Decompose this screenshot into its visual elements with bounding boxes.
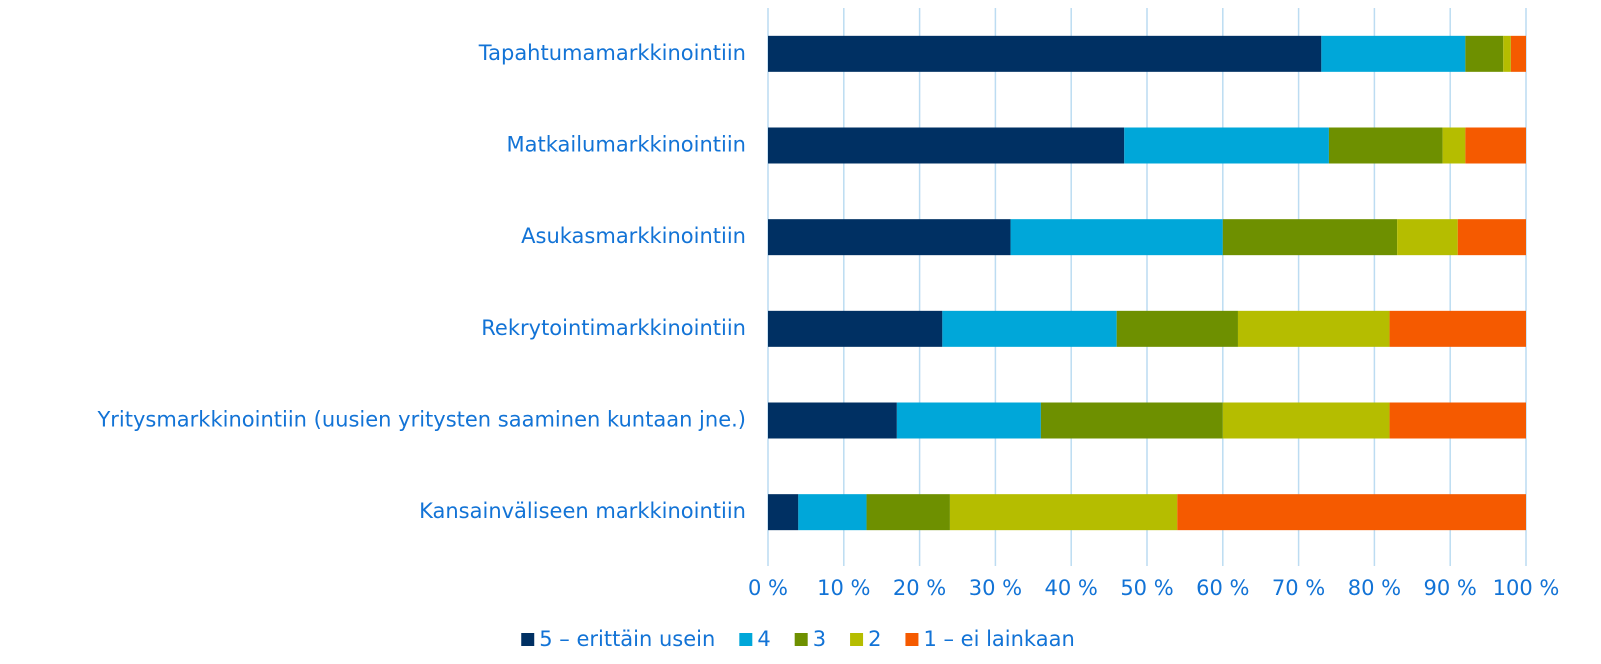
legend-swatch	[521, 633, 535, 646]
bar-segment	[1503, 35, 1511, 72]
x-tick-label: 0 %	[748, 576, 788, 600]
bar-segment	[1177, 494, 1526, 531]
bar-segment	[1222, 402, 1390, 439]
bar-segment	[768, 127, 1125, 164]
bar-segment	[1389, 310, 1526, 347]
bar-segment	[1010, 219, 1223, 256]
bar-segment	[1237, 310, 1390, 347]
bar-segment	[1457, 219, 1526, 256]
bar-segment	[768, 310, 943, 347]
bar-segment	[798, 494, 867, 531]
x-tick-label: 30 %	[969, 576, 1022, 600]
bar-segment	[1389, 402, 1526, 439]
x-tick-label: 60 %	[1196, 576, 1249, 600]
legend-swatch	[905, 633, 919, 646]
x-tick-label: 80 %	[1348, 576, 1401, 600]
bar-segment	[1321, 35, 1466, 72]
bar-segment	[768, 35, 1322, 72]
legend-swatch	[794, 633, 808, 646]
bar-segment	[768, 219, 1011, 256]
bar-segment	[768, 402, 897, 439]
legend-label: 1 – ei lainkaan	[923, 627, 1074, 651]
bar-segment	[1222, 219, 1398, 256]
bar-segment	[1442, 127, 1466, 164]
bar-segment	[866, 494, 950, 531]
x-tick-label: 100 %	[1493, 576, 1560, 600]
legend-swatch	[739, 633, 753, 646]
bar-segment	[1328, 127, 1443, 164]
legend-label: 5 – erittäin usein	[539, 627, 715, 651]
bar-segment	[1040, 402, 1223, 439]
y-tick-label: Yritysmarkkinointiin (uusien yritysten s…	[96, 408, 746, 432]
y-tick-label: Asukasmarkkinointiin	[521, 224, 746, 248]
x-tick-label: 50 %	[1120, 576, 1173, 600]
bar-segment	[768, 494, 799, 531]
x-tick-label: 10 %	[817, 576, 870, 600]
legend-swatch	[850, 633, 864, 646]
y-tick-label: Kansainväliseen markkinointiin	[419, 499, 746, 523]
legend-label: 3	[813, 627, 826, 651]
x-tick-label: 70 %	[1272, 576, 1325, 600]
bar-segment	[1465, 127, 1526, 164]
bar-segment	[896, 402, 1041, 439]
bar-segment	[949, 494, 1178, 531]
y-tick-label: Tapahtumamarkkinointiin	[478, 41, 746, 65]
bar-segment	[1116, 310, 1238, 347]
bar-segment	[1397, 219, 1458, 256]
bar-segment	[1510, 35, 1526, 72]
x-tick-label: 90 %	[1424, 576, 1477, 600]
bar-segment	[942, 310, 1117, 347]
bar-segment	[1124, 127, 1329, 164]
y-tick-label: Rekrytointimarkkinointiin	[481, 316, 746, 340]
y-tick-label: Matkailumarkkinointiin	[507, 133, 747, 157]
x-tick-label: 40 %	[1045, 576, 1098, 600]
legend-label: 4	[757, 627, 770, 651]
legend-label: 2	[868, 627, 881, 651]
x-tick-label: 20 %	[893, 576, 946, 600]
bar-segment	[1465, 35, 1504, 72]
